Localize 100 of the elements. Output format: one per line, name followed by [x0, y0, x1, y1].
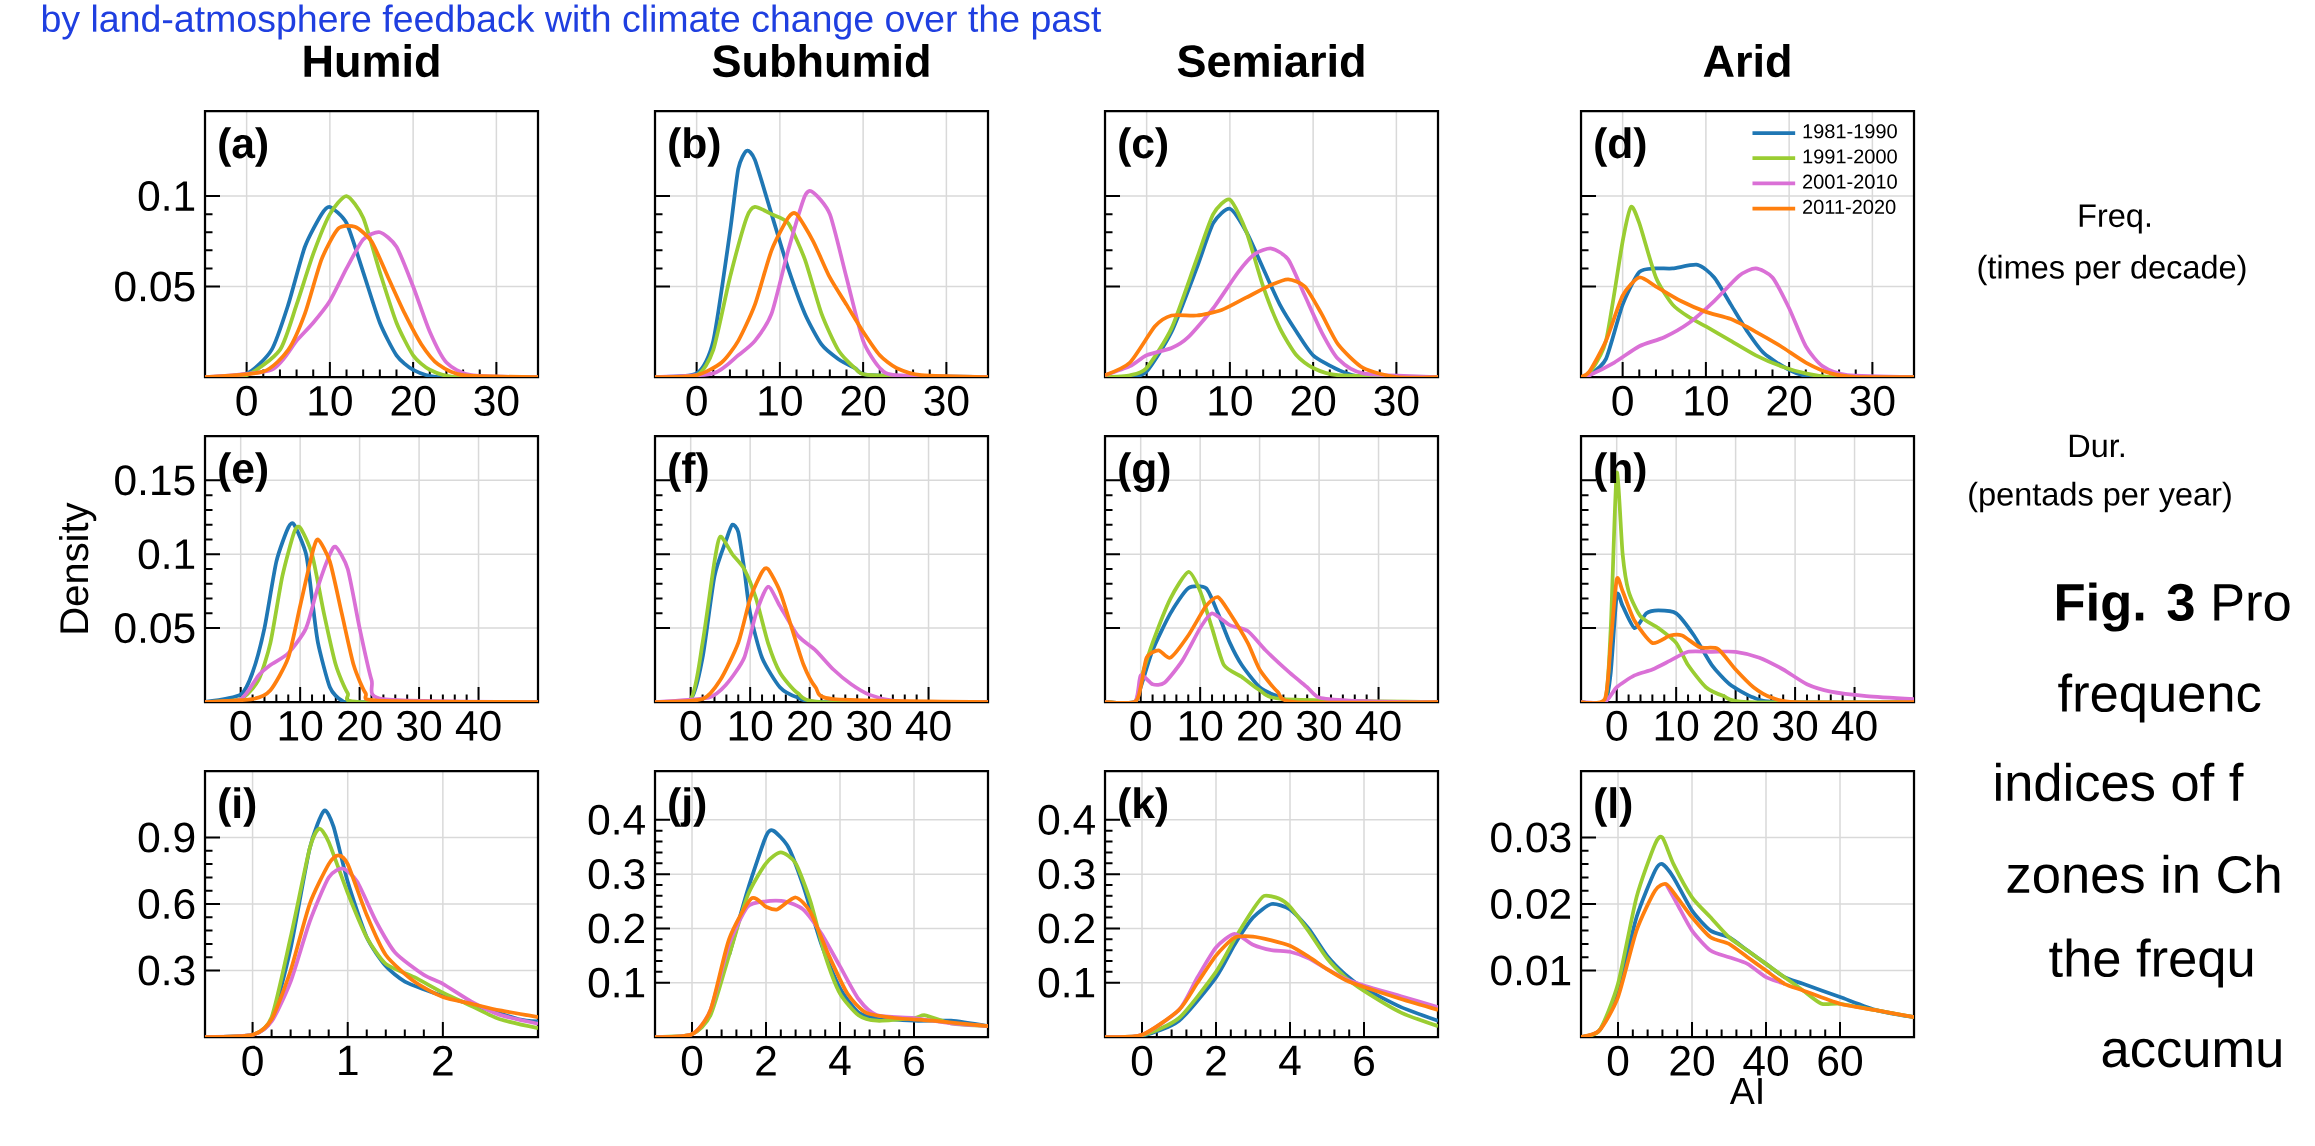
y-tick-label: 0.1 [138, 539, 195, 570]
x-tick-label: 20 [1291, 385, 1336, 416]
x-tick-label: 30 [397, 710, 442, 741]
text: Freq. [2079, 204, 2150, 234]
y-tick-label: 0.3 [1038, 859, 1095, 890]
x-tick-label: 6 [1354, 1045, 1374, 1076]
y-tick-label: 0.05 [115, 613, 195, 644]
x-tick-label: 30 [474, 385, 519, 416]
x-tick-label: 20 [788, 710, 832, 741]
x-tick-label: 30 [847, 710, 892, 741]
legend-label: 2001-2010 [1803, 174, 1897, 189]
x-tick-label: 40 [455, 710, 501, 741]
text: the frequ [2049, 938, 2253, 988]
x-tick-label: 10 [1209, 385, 1252, 416]
x-tick-label: 30 [1374, 385, 1419, 416]
annotation: (h) [1595, 452, 1646, 492]
y-tick-label: 0.2 [588, 913, 645, 944]
x-tick-label: 0 [236, 385, 257, 416]
annotation: (i) [219, 787, 256, 827]
x-tick-label: 40 [1743, 1045, 1788, 1076]
x-tick-label: 0 [681, 1045, 703, 1076]
x-tick-label: 20 [1238, 710, 1282, 741]
x-tick-label: 0 [680, 710, 701, 741]
legend-label: 2011-2020 [1803, 199, 1896, 214]
y-axis-title: Density [59, 502, 97, 633]
x-tick-label: 0 [1131, 1045, 1153, 1076]
text: frequenc [2058, 673, 2261, 723]
x-tick-label: 40 [1831, 710, 1877, 741]
x-tick-label: 20 [841, 385, 886, 416]
y-tick-label: 0.1 [1038, 967, 1095, 998]
x-tick-label: 10 [279, 710, 323, 741]
x-tick-label: 40 [1355, 710, 1401, 741]
y-tick-label: 0.03 [1491, 822, 1571, 853]
chart-title: Subhumid [712, 44, 929, 78]
annotation: (k) [1119, 787, 1167, 827]
x-tick-label: 10 [1179, 710, 1223, 741]
annotation: (j) [669, 787, 706, 827]
y-tick-label: 0.3 [588, 859, 645, 890]
annotation: (d) [1595, 127, 1646, 167]
y-tick-label: 0.2 [1038, 913, 1095, 944]
x-tick-label: 0 [242, 1045, 263, 1076]
text: Fig. 3 Pro [2057, 582, 2290, 632]
y-tick-label: 0.4 [588, 804, 645, 835]
x-tick-label: 30 [1297, 710, 1342, 741]
text: (times per decade) [1978, 254, 2246, 286]
annotation: (f) [669, 452, 708, 492]
x-tick-label: 0 [1130, 710, 1151, 741]
text: by land-atmosphere feedback with climate change over the past [42, 4, 1102, 40]
x-axis-title: AI [1729, 1078, 1762, 1104]
x-tick-label: 6 [904, 1045, 924, 1076]
x-tick-label: 30 [1773, 710, 1818, 741]
annotation: (b) [669, 127, 720, 167]
y-tick-label: 0.3 [138, 955, 195, 986]
y-tick-label: 0.9 [138, 822, 195, 853]
x-tick-label: 0 [1136, 385, 1157, 416]
chart-title: Semiarid [1177, 44, 1364, 78]
text: indices of f [1996, 762, 2244, 802]
x-tick-label: 0 [1606, 710, 1627, 741]
y-tick-label: 0.05 [115, 271, 195, 302]
x-tick-label: 4 [829, 1045, 851, 1076]
x-tick-label: 4 [1279, 1045, 1301, 1076]
annotation: (g) [1119, 452, 1170, 492]
x-tick-label: 2 [1206, 1045, 1226, 1076]
x-tick-label: 1 [339, 1045, 358, 1076]
x-tick-label: 10 [309, 385, 352, 416]
legend-label: 1981-1990 [1803, 124, 1897, 139]
x-tick-label: 30 [924, 385, 969, 416]
x-tick-label: 30 [1850, 385, 1895, 416]
x-tick-label: 20 [1670, 1045, 1714, 1076]
y-tick-label: 0.02 [1491, 888, 1571, 920]
x-tick-label: 20 [1714, 710, 1758, 741]
x-tick-label: 2 [433, 1045, 453, 1076]
x-tick-label: 20 [391, 385, 436, 416]
annotation: (c) [1119, 127, 1167, 167]
x-tick-label: 0 [230, 710, 251, 741]
annotation: (a) [219, 127, 267, 167]
x-tick-label: 10 [759, 385, 802, 416]
x-tick-label: 10 [1655, 710, 1699, 741]
x-tick-label: 2 [756, 1045, 776, 1076]
x-tick-label: 0 [686, 385, 707, 416]
y-tick-label: 0.6 [138, 888, 195, 920]
annotation: (l) [1595, 787, 1632, 827]
text: accumu [2102, 1038, 2281, 1068]
x-tick-label: 40 [905, 710, 951, 741]
y-tick-label: 0.1 [138, 181, 195, 212]
chart-title: Arid [1703, 44, 1790, 78]
y-tick-label: 0.4 [1038, 804, 1095, 835]
x-tick-label: 20 [338, 710, 382, 741]
x-tick-label: 10 [1685, 385, 1728, 416]
legend-label: 1991-2000 [1803, 149, 1897, 164]
y-tick-label: 0.01 [1491, 955, 1571, 986]
y-tick-label: 0.15 [115, 465, 195, 496]
y-tick-label: 0.1 [588, 967, 645, 998]
x-tick-label: 60 [1818, 1045, 1862, 1076]
text: Dur. [2069, 434, 2124, 458]
x-tick-label: 0 [1612, 385, 1633, 416]
x-tick-label: 20 [1767, 385, 1812, 416]
text: (pentads per year) [1969, 481, 2231, 513]
x-tick-label: 10 [729, 710, 773, 741]
text: zones in Ch [2007, 854, 2280, 894]
